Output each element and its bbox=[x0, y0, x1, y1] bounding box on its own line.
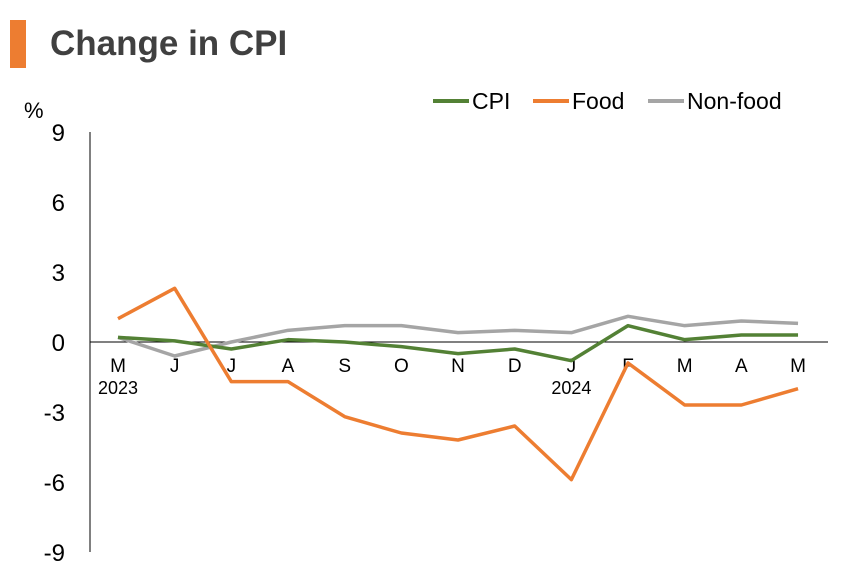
y-tick-label: 0 bbox=[52, 330, 65, 357]
x-tick-label: O bbox=[394, 356, 409, 377]
x-tick-label: A bbox=[735, 356, 748, 377]
y-tick-label: 6 bbox=[52, 190, 65, 217]
x-tick-label: M bbox=[677, 356, 693, 377]
series-line-non-food bbox=[117, 314, 799, 358]
y-tick-label: -6 bbox=[44, 470, 65, 497]
series-line-food bbox=[117, 286, 799, 482]
legend-label-non-food: Non-food bbox=[687, 88, 782, 114]
x-tick-label: J bbox=[170, 356, 180, 377]
x-tick-label: M bbox=[110, 356, 126, 377]
series-line-cpi bbox=[117, 323, 799, 363]
x-tick-label: N bbox=[451, 356, 465, 377]
y-tick-label: 3 bbox=[52, 260, 65, 287]
y-tick-label: -9 bbox=[44, 540, 65, 567]
y-tick-label: 9 bbox=[52, 120, 65, 147]
legend-label-cpi: CPI bbox=[472, 88, 510, 114]
x-tick-label: J bbox=[567, 356, 577, 377]
chart-title: Change in CPI bbox=[50, 24, 288, 63]
x-tick-label: J bbox=[227, 356, 237, 377]
y-tick-label: -3 bbox=[44, 400, 65, 427]
x-tick-label: D bbox=[508, 356, 522, 377]
x-tick-label: M bbox=[790, 356, 806, 377]
legend-label-food: Food bbox=[572, 88, 624, 114]
x-tick-label: S bbox=[338, 356, 351, 377]
title-accent-bar bbox=[10, 20, 26, 68]
x-tick-label: A bbox=[282, 356, 295, 377]
y-axis-unit: % bbox=[24, 98, 44, 123]
x-year-label: 2023 bbox=[98, 378, 138, 398]
x-year-label: 2024 bbox=[551, 378, 591, 398]
